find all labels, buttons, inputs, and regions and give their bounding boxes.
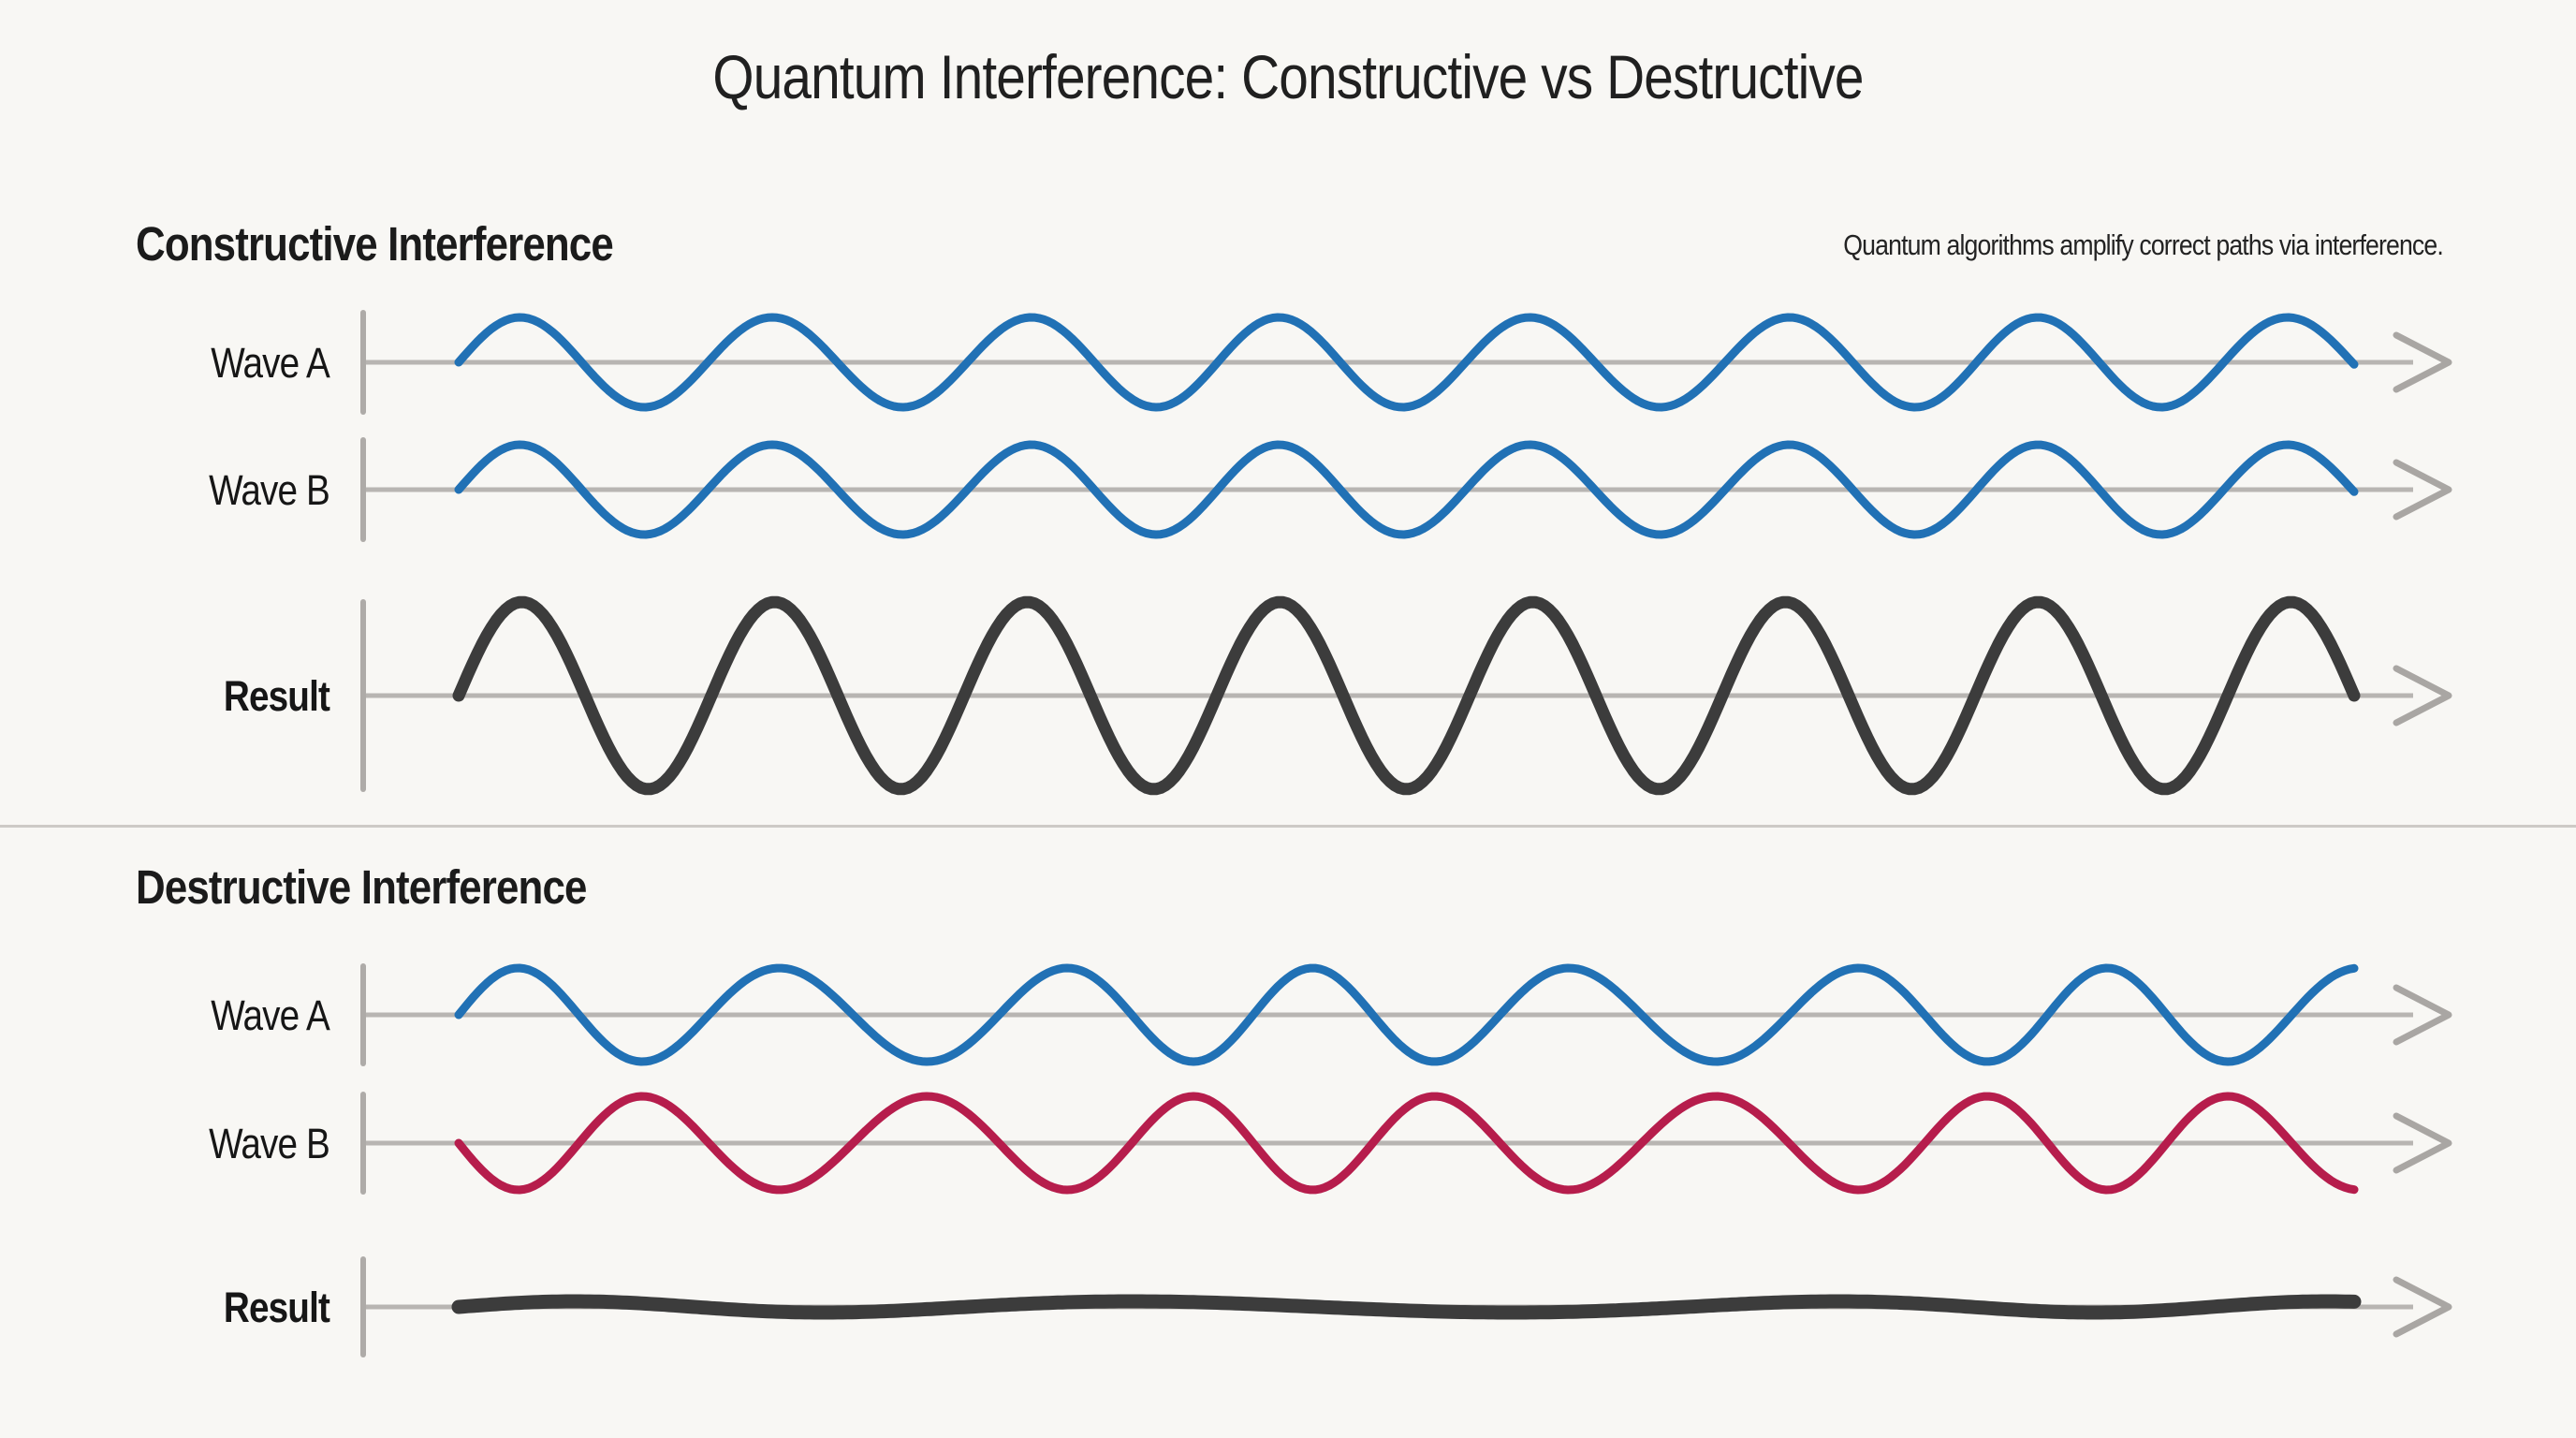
constructive-section-heading: Constructive Interference: [136, 217, 614, 271]
destructive-wave-b-axis-arrow: [2393, 1112, 2452, 1174]
interference-annotation: Quantum algorithms amplify correct paths…: [1843, 228, 2443, 261]
constructive-wave-a-curve: [454, 313, 2359, 412]
destructive-result-axis-arrow: [2393, 1276, 2452, 1338]
destructive-wave-a-axis-arrow: [2393, 984, 2452, 1046]
label-constructive-result: Result: [223, 672, 330, 720]
constructive-wave-a-axis-arrow: [2393, 331, 2452, 393]
page-title: Quantum Interference: Constructive vs De…: [712, 42, 1864, 111]
label-constructive-wave-a: Wave A: [211, 339, 330, 387]
label-destructive-wave-b: Wave B: [209, 1120, 330, 1167]
label-destructive-result: Result: [223, 1284, 330, 1331]
constructive-wave-b-curve: [454, 440, 2359, 539]
constructive-wave-b-axis-arrow: [2393, 459, 2452, 521]
constructive-result-curve: [452, 595, 2361, 796]
constructive-result-axis-arrow: [2393, 665, 2452, 726]
destructive-section-heading: Destructive Interference: [136, 860, 587, 914]
destructive-result-curve: [451, 1294, 2362, 1320]
destructive-wave-b-curve: [454, 1092, 2359, 1195]
label-constructive-wave-b: Wave B: [209, 466, 330, 514]
label-destructive-wave-a: Wave A: [211, 991, 330, 1039]
destructive-wave-a-curve: [454, 963, 2359, 1066]
section-divider-line: [0, 825, 2576, 828]
